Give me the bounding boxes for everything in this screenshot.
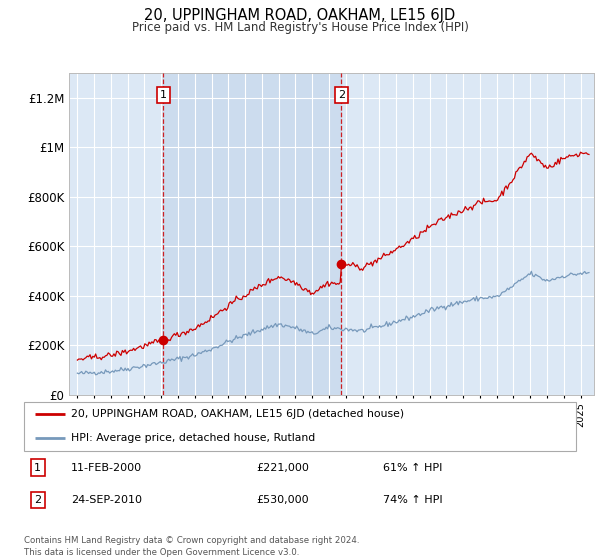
FancyBboxPatch shape <box>24 402 576 451</box>
Text: 20, UPPINGHAM ROAD, OAKHAM, LE15 6JD (detached house): 20, UPPINGHAM ROAD, OAKHAM, LE15 6JD (de… <box>71 409 404 419</box>
Text: 1: 1 <box>34 463 41 473</box>
Text: 24-SEP-2010: 24-SEP-2010 <box>71 495 142 505</box>
Text: 2: 2 <box>34 495 41 505</box>
Text: Contains HM Land Registry data © Crown copyright and database right 2024.
This d: Contains HM Land Registry data © Crown c… <box>24 536 359 557</box>
Text: 61% ↑ HPI: 61% ↑ HPI <box>383 463 442 473</box>
Bar <box>163 73 341 395</box>
Text: £221,000: £221,000 <box>256 463 309 473</box>
Text: 2: 2 <box>338 90 345 100</box>
Text: 1: 1 <box>160 90 167 100</box>
Text: HPI: Average price, detached house, Rutland: HPI: Average price, detached house, Rutl… <box>71 433 315 444</box>
Text: 74% ↑ HPI: 74% ↑ HPI <box>383 495 442 505</box>
Text: 11-FEB-2000: 11-FEB-2000 <box>71 463 142 473</box>
Text: 20, UPPINGHAM ROAD, OAKHAM, LE15 6JD: 20, UPPINGHAM ROAD, OAKHAM, LE15 6JD <box>145 8 455 24</box>
Text: £530,000: £530,000 <box>256 495 308 505</box>
Text: Price paid vs. HM Land Registry's House Price Index (HPI): Price paid vs. HM Land Registry's House … <box>131 21 469 34</box>
